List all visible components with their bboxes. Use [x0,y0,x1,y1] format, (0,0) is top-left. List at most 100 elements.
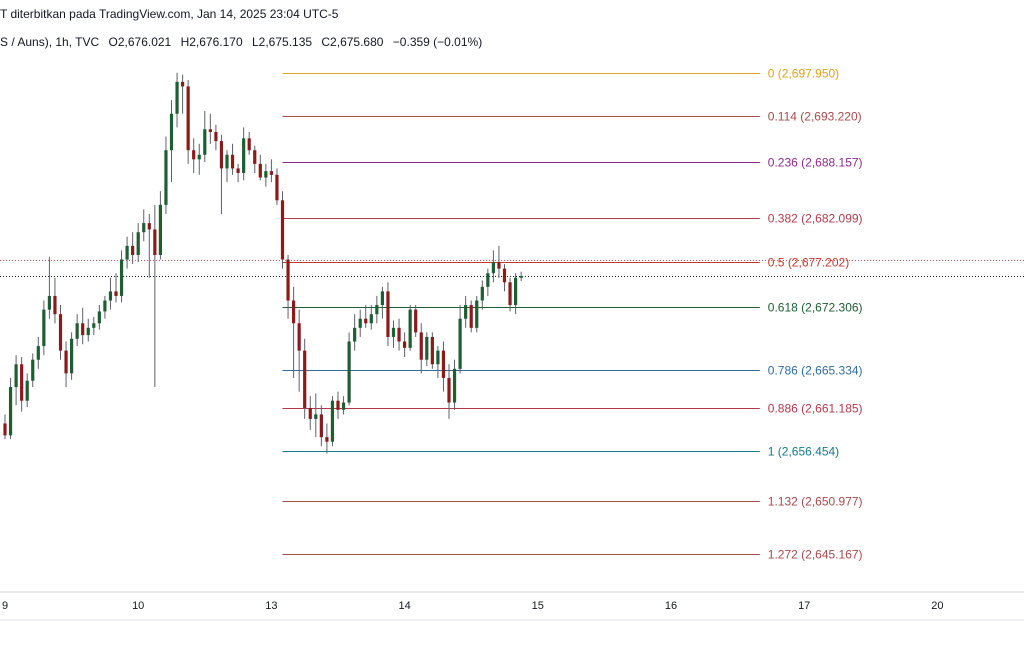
candle-body [14,364,18,388]
candle [391,320,396,348]
fib-level-1.132-label: 1.132 (2,650.977) [768,495,863,509]
candle [92,316,96,336]
candle-body [225,154,229,169]
candle-body [369,314,373,324]
candle-body [308,407,312,419]
candle-body [502,268,507,283]
candle-body [208,129,212,132]
candle [253,145,257,173]
fib-level-0.382-label: 0.382 (2,682.099) [768,212,863,226]
candle [64,341,68,388]
candle [75,314,79,347]
candle [20,356,24,412]
candle [519,271,523,282]
candle [147,213,151,278]
candle-body [214,131,218,142]
candle-body [452,368,457,403]
candle-body [436,350,440,365]
candle [158,191,162,260]
candle-body [197,154,201,160]
candle [303,338,307,419]
candle-body [514,277,518,306]
x-tick-label: 14 [398,600,410,612]
candle [181,74,185,114]
x-tick-label: 17 [798,600,810,612]
candle-body [380,291,384,306]
change-value: −0.359 (−0.01%) [392,35,483,49]
candle [308,396,312,430]
candle [70,332,74,380]
candle-body [269,171,273,175]
candles [3,72,523,454]
candle [125,236,129,269]
x-tick-label: 10 [132,600,144,612]
candle [325,423,329,454]
candle [336,391,340,419]
candle-body [464,305,468,319]
fib-level-1-label: 1 (2,656.454) [768,445,839,459]
candle-body [242,138,246,173]
candle-body [247,138,251,151]
candle-body [169,113,174,151]
candle-body [70,338,74,374]
candle [452,359,457,410]
candle [486,268,490,296]
candle [136,223,140,263]
candle [119,250,124,303]
candle [86,318,90,342]
candle [142,209,146,242]
candle [225,150,229,183]
candle [292,286,296,378]
candle [502,264,507,292]
candle [408,305,412,351]
candle-body [147,223,151,230]
candle-body [125,245,129,260]
candle-body [103,300,107,312]
fibonacci-retracement[interactable]: 0 (2,697.950) 0.114 (2,693.220) 0.236 (2,6… [282,67,863,562]
candle [25,373,29,408]
candle [414,305,418,337]
candle-body [25,380,29,401]
fib-level-0.886-label: 0.886 (2,661.185) [768,402,863,416]
candle-body [20,364,24,401]
candle-body [419,332,423,360]
candle [242,127,246,181]
close-value: C2,675.680 [321,35,384,49]
candle [186,80,190,164]
candle-body [108,291,113,301]
candle [375,295,379,324]
candle-body [430,336,434,365]
candle [108,277,113,310]
x-axis: 9 10 13 14 15 16 17 20 [2,600,944,612]
candle-body [97,311,101,324]
candle-body [58,314,63,351]
candle-body [264,171,268,178]
candle [31,353,35,388]
candle-body [397,327,401,342]
candle [236,163,240,183]
candle-body [142,223,146,233]
candle [458,305,462,374]
candle [219,134,224,214]
candle-body [119,259,124,296]
symbol-label: S / Auns), 1h, TVC [0,35,100,49]
candle-body [519,276,523,278]
candle [480,280,484,310]
candle [58,305,63,360]
candle [441,341,446,392]
candle [403,332,407,357]
candle-body [469,305,473,328]
fib-level-0.5-label: 0.5 (2,677.202) [768,256,849,270]
candle-body [81,323,85,336]
candle [430,332,434,369]
candle [464,295,468,328]
candle-body [158,204,162,255]
open-value: O2,676.021 [108,35,172,49]
candle [341,396,346,415]
candle-body [92,323,96,328]
candle-body [36,346,40,360]
candle-body [375,305,379,315]
candle-body [414,309,418,333]
candle-body [230,154,235,169]
